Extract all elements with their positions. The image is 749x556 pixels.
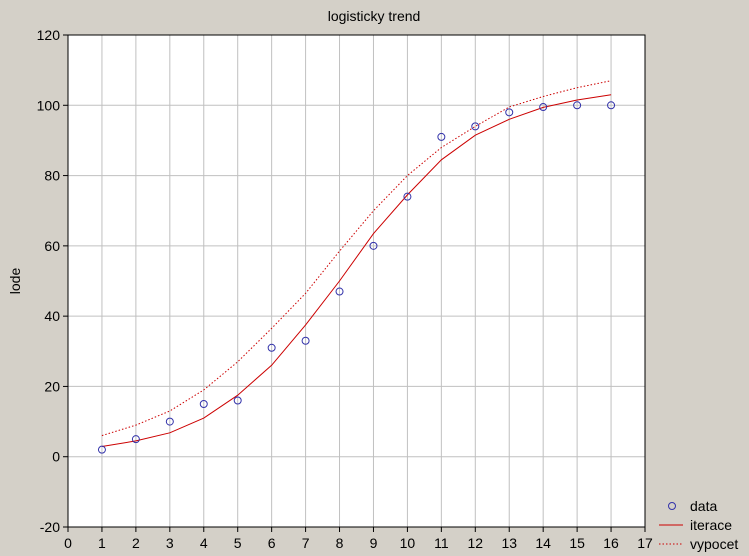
data-point <box>267 343 276 352</box>
y-tick-label: 100 <box>37 97 61 113</box>
y-axis-label: lode <box>7 268 23 295</box>
legend-label: iterace <box>690 517 732 533</box>
plot-frame <box>67 34 646 528</box>
data-point <box>403 192 412 201</box>
data-point <box>471 122 480 131</box>
data-point <box>573 101 582 110</box>
data-point <box>607 101 616 110</box>
x-tick-label: 15 <box>569 535 585 551</box>
x-tick-label: 13 <box>501 535 517 551</box>
y-tick-label: -20 <box>40 519 60 535</box>
y-tick-label: 60 <box>44 238 60 254</box>
grid <box>68 35 645 527</box>
data-point <box>437 132 446 141</box>
chart-title: logisticky trend <box>328 8 421 24</box>
x-tick-label: 16 <box>603 535 619 551</box>
x-tick-label: 7 <box>302 535 310 551</box>
x-axis-ticks: 0 1 2 3 4 5 6 7 8 9 10 11 12 13 14 15 16 17 <box>64 527 653 551</box>
x-tick-label: 6 <box>268 535 276 551</box>
data-point <box>505 108 514 117</box>
data-point <box>131 435 140 444</box>
y-axis-ticks: -20 0 20 40 60 80 100 120 <box>37 27 68 535</box>
x-tick-label: 8 <box>336 535 344 551</box>
x-tick-label: 2 <box>132 535 140 551</box>
x-tick-label: 12 <box>468 535 484 551</box>
plot-area <box>68 35 645 527</box>
x-tick-label: 5 <box>234 535 242 551</box>
x-tick-label: 11 <box>434 535 449 551</box>
data-point <box>165 417 174 426</box>
legend-label: vypocet <box>690 536 738 552</box>
x-tick-label: 9 <box>370 535 378 551</box>
x-tick-label: 1 <box>98 535 106 551</box>
y-tick-label: 40 <box>44 308 60 324</box>
data-point <box>539 103 548 112</box>
series-line-iterace <box>101 94 612 447</box>
data-point <box>369 241 378 250</box>
x-tick-label: 14 <box>535 535 551 551</box>
x-tick-label: 10 <box>400 535 416 551</box>
series-layer <box>97 80 616 454</box>
y-tick-label: 0 <box>52 449 60 465</box>
y-tick-label: 120 <box>37 27 61 43</box>
data-point <box>301 336 310 345</box>
legend-label: data <box>690 498 717 514</box>
x-tick-label: 4 <box>200 535 208 551</box>
data-point <box>199 400 208 408</box>
legend: data iterace vypocet <box>659 498 738 552</box>
y-tick-label: 80 <box>44 168 60 184</box>
data-point <box>97 445 106 454</box>
data-point <box>233 396 242 405</box>
x-tick-label: 17 <box>637 535 653 551</box>
data-point <box>335 287 344 296</box>
y-tick-label: 20 <box>44 378 60 394</box>
x-tick-label: 3 <box>166 535 174 551</box>
x-tick-label: 0 <box>64 535 72 551</box>
legend-marker <box>668 502 676 510</box>
series-line-vypocet <box>101 80 612 437</box>
